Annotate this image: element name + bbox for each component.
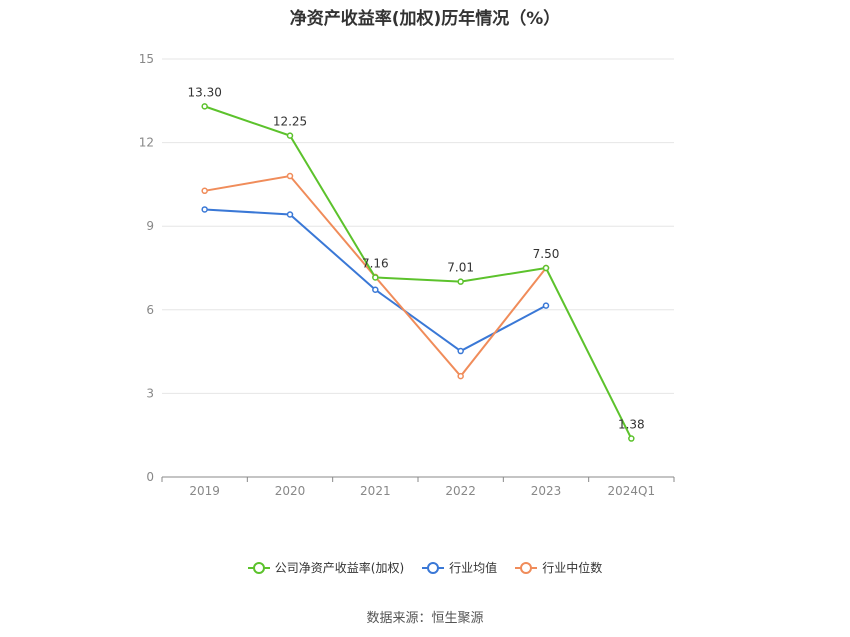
data-point [457, 278, 464, 285]
y-tick-label: 0 [146, 470, 154, 484]
data-point [457, 372, 464, 380]
x-tick-label: 2022 [445, 484, 476, 498]
data-point [372, 286, 379, 293]
data-label: 7.01 [447, 261, 474, 275]
data-point [628, 435, 635, 442]
data-point [542, 264, 550, 272]
y-tick-label: 15 [139, 52, 154, 66]
chart-title: 净资产收益率(加权)历年情况（%） [289, 9, 561, 29]
legend-label: 公司净资产收益率(加权) [274, 561, 405, 575]
legend-item[interactable]: 行业均值 [422, 559, 497, 576]
legend-swatch [422, 561, 445, 575]
source-note: 数据来源：恒生聚源 [366, 611, 484, 626]
axes: 0 3 6 9 12 15 2019 2020 2021 2022 2023 2024Q1 [139, 52, 675, 498]
legend-swatch [515, 561, 538, 575]
legend-swatch [247, 561, 270, 575]
x-tick-label: 2024Q1 [608, 484, 656, 498]
data-label: 13.30 [187, 85, 221, 99]
data-point [286, 172, 294, 180]
y-tick-label: 9 [146, 219, 154, 233]
x-tick-label: 2021 [360, 484, 391, 498]
y-tick-label: 3 [146, 386, 154, 400]
data-point [201, 187, 208, 195]
data-point [201, 206, 208, 213]
data-label: 7.50 [533, 247, 560, 261]
x-tick-label: 2019 [189, 484, 220, 498]
data-labels: 13.30 12.25 7.16 7.01 7.50 1.38 [187, 85, 644, 431]
grid-lines [162, 58, 674, 394]
data-point [286, 211, 294, 218]
legend: 公司净资产收益率(加权) 行业均值 行业中位数 [0, 559, 850, 576]
data-point [372, 274, 379, 281]
legend-item[interactable]: 公司净资产收益率(加权) [247, 559, 405, 576]
y-tick-label: 6 [146, 303, 154, 317]
data-point [286, 132, 294, 139]
legend-item[interactable]: 行业中位数 [515, 559, 602, 576]
legend-label: 行业均值 [449, 561, 498, 575]
data-point [542, 302, 550, 309]
data-point [457, 347, 464, 355]
data-point [201, 103, 208, 110]
series-lines [201, 103, 635, 442]
legend-label: 行业中位数 [542, 561, 603, 575]
x-tick-label: 2020 [275, 484, 306, 498]
x-tick-label: 2023 [531, 484, 562, 498]
data-label: 12.25 [273, 115, 307, 129]
series-line [204, 105, 633, 439]
y-tick-label: 12 [139, 136, 154, 150]
data-label: 1.38 [618, 418, 645, 432]
data-label: 7.16 [362, 256, 389, 270]
